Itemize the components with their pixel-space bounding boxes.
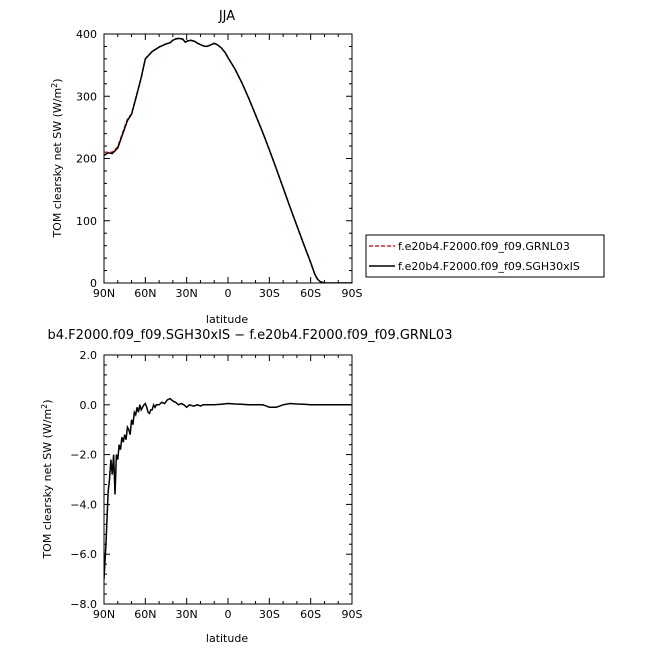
top-chart-title: JJA <box>218 9 235 24</box>
top-series-line-1 <box>104 37 352 283</box>
bottom-x-tick-label: 30S <box>259 608 280 621</box>
top-x-tick-label: 60S <box>300 287 321 300</box>
bottom-chart-y-label: TOM clearsky net SW (W/m2) <box>40 399 54 559</box>
bottom-chart-x-label: latitude <box>206 632 248 645</box>
bottom-x-tick-label: 90S <box>342 608 363 621</box>
top-y-label-main: TOM clearsky net SW (W/m <box>51 88 64 239</box>
top-y-tick-label: 400 <box>76 28 97 41</box>
bottom-y-label-sup: 2 <box>40 404 49 409</box>
bottom-y-tick-label: 2.0 <box>80 349 98 362</box>
bottom-chart-title: b4.F2000.f09_f09.SGH30xIS − f.e20b4.F200… <box>48 328 453 343</box>
top-y-tick-label: 100 <box>76 215 97 228</box>
top-chart-x-label: latitude <box>206 313 248 326</box>
top-chart-legend: f.e20b4.F2000.f09_f09.GRNL03 f.e20b4.F20… <box>365 234 605 278</box>
top-y-tick-label: 0 <box>90 277 97 290</box>
legend-box <box>365 234 605 278</box>
top-plot-frame <box>103 33 353 284</box>
bottom-y-tick-label: −2.0 <box>70 449 97 462</box>
legend-label-grnl03: f.e20b4.F2000.f09_f09.GRNL03 <box>398 240 570 253</box>
top-x-tick-label: 90N <box>93 287 115 300</box>
top-x-tick-label: 60N <box>134 287 156 300</box>
top-y-tick-label: 200 <box>76 153 97 166</box>
top-y-label-close: ) <box>51 78 64 82</box>
top-plot-area: 90N 60N 30N 0 30S 60S 90S 0 100 200 300 400 <box>76 28 363 300</box>
bottom-y-tick-label: −8.0 <box>70 598 97 611</box>
top-x-tick-label: 30N <box>176 287 198 300</box>
bottom-x-tick-label: 60S <box>300 608 321 621</box>
legend-label-sgh30xis: f.e20b4.F2000.f09_f09.SGH30xIS <box>398 260 580 273</box>
bottom-plot-area: 90N 60N 30N 0 30S 60S 90S 2.0 0.0 −2.0 −4.0 −6.0 −8.… <box>70 349 362 621</box>
bottom-series-line-0 <box>104 397 352 580</box>
bottom-x-tick-label: 90N <box>93 608 115 621</box>
bottom-y-tick-label: 0.0 <box>80 399 98 412</box>
top-x-tick-label: 90S <box>342 287 363 300</box>
bottom-x-tick-label: 60N <box>134 608 156 621</box>
top-y-label-sup: 2 <box>50 83 59 88</box>
bottom-x-tick-label: 30N <box>176 608 198 621</box>
bottom-plot-frame <box>103 354 353 605</box>
bottom-y-label-close: ) <box>41 399 54 403</box>
bottom-y-tick-label: −6.0 <box>70 548 97 561</box>
top-chart-y-label: TOM clearsky net SW (W/m2) <box>50 78 64 238</box>
bottom-y-tick-label: −4.0 <box>70 498 97 511</box>
bottom-x-tick-label: 0 <box>225 608 232 621</box>
bottom-y-label-main: TOM clearsky net SW (W/m <box>41 409 54 560</box>
top-y-tick-label: 300 <box>76 90 97 103</box>
top-x-tick-label: 0 <box>225 287 232 300</box>
top-x-tick-label: 30S <box>259 287 280 300</box>
